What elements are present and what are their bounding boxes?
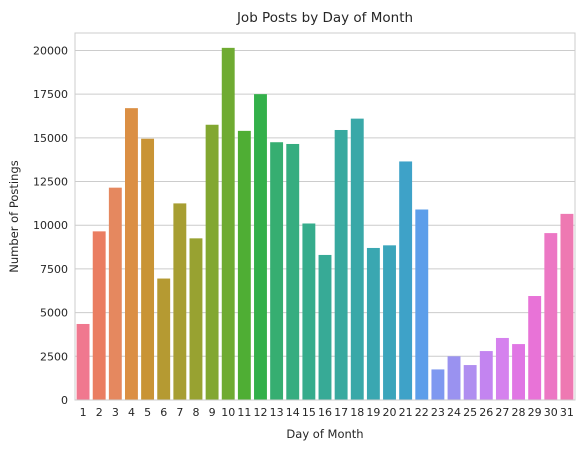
bar-day-11 xyxy=(237,130,251,400)
x-tick-label: 26 xyxy=(479,406,493,419)
x-tick-label: 2 xyxy=(96,406,103,419)
y-axis-label: Number of Postings xyxy=(7,160,21,272)
bar-day-5 xyxy=(141,138,155,400)
x-tick-label: 6 xyxy=(160,406,167,419)
x-tick-label: 12 xyxy=(253,406,267,419)
x-tick-label: 14 xyxy=(286,406,300,419)
x-tick-label: 5 xyxy=(144,406,151,419)
bar-day-8 xyxy=(189,238,203,400)
x-tick-label: 23 xyxy=(431,406,445,419)
x-tick-label: 1 xyxy=(80,406,87,419)
bar-day-24 xyxy=(447,356,461,400)
x-tick-label: 9 xyxy=(209,406,216,419)
x-tick-label: 21 xyxy=(399,406,413,419)
x-tick-label: 3 xyxy=(112,406,119,419)
y-tick-label: 7500 xyxy=(40,263,68,276)
x-tick-label: 19 xyxy=(366,406,380,419)
x-tick-label: 29 xyxy=(528,406,542,419)
bar-day-10 xyxy=(221,47,235,400)
x-tick-label: 4 xyxy=(128,406,135,419)
y-tick-labels: 0 2500 5000 7500 10000 12500 15000 17500 20000 xyxy=(33,44,68,407)
bar-day-14 xyxy=(286,143,300,400)
bar-day-23 xyxy=(431,369,445,400)
x-tick-label: 13 xyxy=(270,406,284,419)
bar-day-1 xyxy=(76,323,90,400)
bar-day-13 xyxy=(270,142,284,400)
x-tick-label: 17 xyxy=(334,406,348,419)
y-tick-label: 15000 xyxy=(33,132,68,145)
x-tick-label: 11 xyxy=(237,406,251,419)
bars xyxy=(76,47,574,401)
bar-day-17 xyxy=(334,129,348,400)
bar-day-3 xyxy=(108,187,122,400)
bar-day-22 xyxy=(415,209,429,400)
y-tick-label: 0 xyxy=(61,394,68,407)
bar-day-30 xyxy=(544,233,558,400)
bar-day-6 xyxy=(157,278,171,400)
x-tick-label: 16 xyxy=(318,406,332,419)
x-tick-label: 31 xyxy=(560,406,574,419)
chart-title: Job Posts by Day of Month xyxy=(236,10,413,26)
bar-day-2 xyxy=(92,231,106,400)
x-tick-label: 28 xyxy=(512,406,526,419)
bar-day-26 xyxy=(479,351,493,400)
bar-day-9 xyxy=(205,124,219,400)
bar-day-15 xyxy=(302,223,316,400)
y-tick-label: 17500 xyxy=(33,88,68,101)
x-tick-label: 8 xyxy=(192,406,199,419)
x-axis-label: Day of Month xyxy=(286,427,363,441)
bar-day-27 xyxy=(495,337,509,400)
bar-day-28 xyxy=(512,344,525,400)
bar-day-21 xyxy=(399,161,413,400)
x-tick-label: 30 xyxy=(544,406,558,419)
bar-day-12 xyxy=(254,94,267,401)
bar-day-18 xyxy=(350,118,364,400)
x-tick-label: 27 xyxy=(495,406,509,419)
x-tick-label: 7 xyxy=(176,406,183,419)
x-tick-label: 22 xyxy=(415,406,429,419)
x-tick-label: 10 xyxy=(221,406,235,419)
x-tick-label: 15 xyxy=(302,406,316,419)
bar-day-7 xyxy=(173,203,187,400)
y-tick-label: 10000 xyxy=(33,219,68,232)
y-tick-label: 12500 xyxy=(33,176,68,189)
x-tick-label: 18 xyxy=(350,406,364,419)
x-tick-label: 20 xyxy=(383,406,397,419)
bar-day-19 xyxy=(366,247,380,400)
bar-day-29 xyxy=(528,296,542,400)
x-tick-label: 25 xyxy=(463,406,477,419)
x-tick-labels: 1 2 3 4 5 6 7 8 9 10 11 12 13 14 15 16 17 18 19 20 21 22 23 24 2… xyxy=(80,406,574,419)
x-tick-label: 24 xyxy=(447,406,461,419)
plot-frame xyxy=(74,32,576,401)
y-tick-label: 2500 xyxy=(40,350,68,363)
bar-day-4 xyxy=(125,108,138,401)
bar-day-16 xyxy=(318,254,332,400)
bar-day-31 xyxy=(560,213,574,400)
y-tick-label: 20000 xyxy=(33,44,68,57)
y-tick-label: 5000 xyxy=(40,307,68,320)
bar-day-25 xyxy=(463,365,477,400)
bar-day-20 xyxy=(383,245,396,400)
